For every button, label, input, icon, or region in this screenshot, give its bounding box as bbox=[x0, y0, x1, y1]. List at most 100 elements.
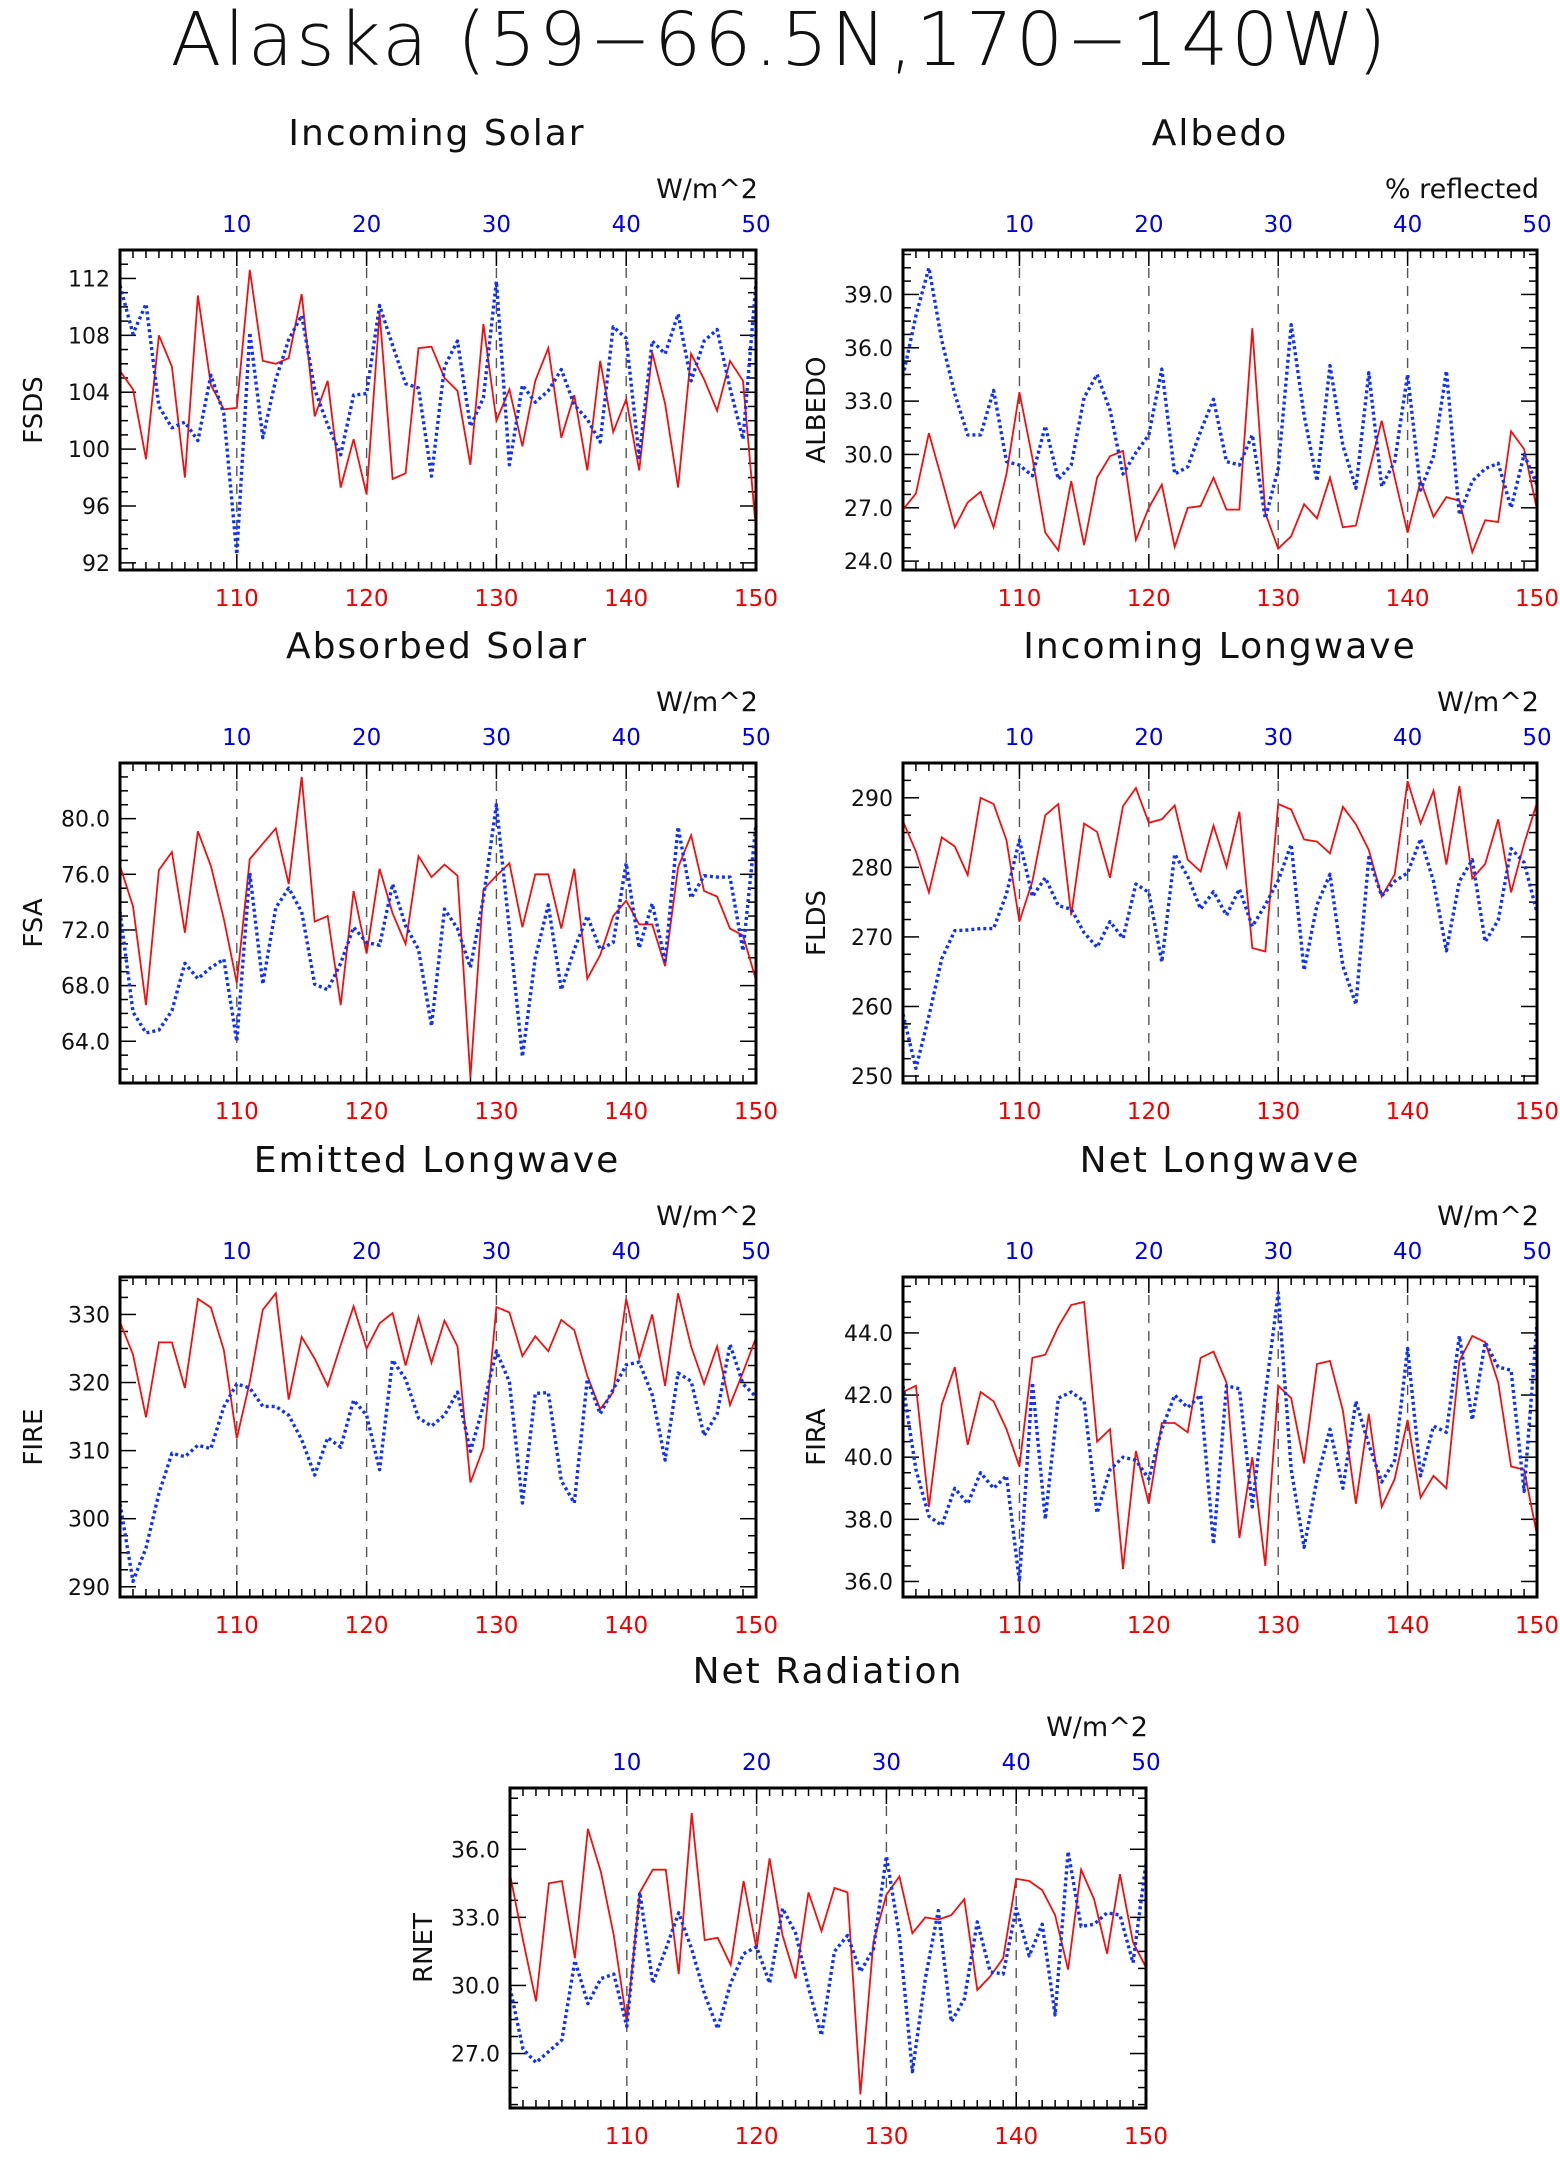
series-line-blue-dotted bbox=[508, 1849, 1148, 2074]
x-top-tick-label: 40 bbox=[1002, 1750, 1031, 1776]
y-tick-label: 310 bbox=[68, 1440, 110, 1465]
chart-title: Absorbed Solar bbox=[286, 626, 588, 667]
x-bottom-tick-label: 150 bbox=[734, 586, 778, 612]
x-bottom-tick-label: 120 bbox=[1127, 586, 1171, 612]
x-bottom-tick-label: 140 bbox=[1386, 1613, 1430, 1639]
x-top-tick-label: 10 bbox=[612, 1750, 641, 1776]
y-tick-label: 96 bbox=[82, 495, 110, 520]
x-top-tick-label: 40 bbox=[612, 212, 641, 238]
plot-frame bbox=[508, 1786, 1148, 2110]
x-bottom-tick-label: 110 bbox=[997, 586, 1041, 612]
x-top-tick-label: 40 bbox=[1393, 725, 1422, 751]
y-tick-label: 100 bbox=[68, 438, 110, 463]
series-line-red-solid bbox=[902, 780, 1538, 953]
x-bottom-tick-label: 130 bbox=[1256, 1613, 1300, 1639]
y-tick-label: 290 bbox=[851, 787, 893, 812]
x-bottom-tick-label: 150 bbox=[734, 1099, 778, 1125]
page-title: Alaska (59−66.5N,170−140W) bbox=[170, 0, 1390, 83]
series-line-blue-dotted bbox=[901, 837, 1539, 1071]
x-top-tick-label: 50 bbox=[1522, 725, 1551, 751]
y-axis-label: ALBEDO bbox=[802, 356, 832, 463]
y-tick-label: 68.0 bbox=[61, 975, 110, 1000]
x-top-tick-label: 10 bbox=[1005, 1239, 1034, 1265]
plot-frame bbox=[901, 248, 1539, 572]
x-top-tick-label: 10 bbox=[222, 212, 251, 238]
y-tick-label: 30.0 bbox=[844, 443, 893, 468]
x-top-tick-label: 40 bbox=[1393, 212, 1422, 238]
y-tick-label: 72.0 bbox=[61, 919, 110, 944]
y-tick-label: 36.0 bbox=[844, 337, 893, 362]
x-bottom-tick-label: 130 bbox=[864, 2124, 908, 2150]
x-top-tick-label: 30 bbox=[482, 1239, 511, 1265]
unit-label: W/m^2 bbox=[1046, 1712, 1148, 1743]
y-tick-label: 330 bbox=[68, 1303, 110, 1328]
x-bottom-tick-label: 120 bbox=[735, 2124, 779, 2150]
plot-frame bbox=[901, 761, 1539, 1085]
x-bottom-tick-label: 140 bbox=[994, 2124, 1038, 2150]
x-top-tick-label: 50 bbox=[741, 212, 770, 238]
x-top-tick-label: 20 bbox=[1134, 1239, 1163, 1265]
x-top-tick-label: 10 bbox=[1005, 212, 1034, 238]
x-bottom-tick-label: 120 bbox=[345, 1099, 389, 1125]
x-top-tick-label: 50 bbox=[741, 1239, 770, 1265]
plot-frame bbox=[901, 1275, 1539, 1599]
x-top-tick-label: 30 bbox=[482, 725, 511, 751]
x-top-tick-label: 20 bbox=[742, 1750, 771, 1776]
y-tick-label: 30.0 bbox=[451, 1974, 500, 1999]
y-tick-label: 27.0 bbox=[844, 497, 893, 522]
unit-label: W/m^2 bbox=[656, 1201, 758, 1232]
x-bottom-tick-label: 110 bbox=[997, 1613, 1041, 1639]
x-bottom-tick-label: 130 bbox=[474, 1099, 518, 1125]
y-tick-label: 38.0 bbox=[844, 1508, 893, 1533]
chart-title: Net Radiation bbox=[693, 1651, 964, 1692]
x-top-tick-label: 10 bbox=[1005, 725, 1034, 751]
y-tick-label: 27.0 bbox=[451, 2043, 500, 2068]
y-axis-label: FSDS bbox=[19, 376, 49, 444]
unit-label: W/m^2 bbox=[656, 174, 758, 205]
chart-flds: Incoming Longwave W/m^2 250 260 270 280 290 FLD… bbox=[802, 626, 1559, 1125]
y-tick-label: 80.0 bbox=[61, 808, 110, 833]
chart-fira: Net Longwave W/m^2 36.0 38.0 40.0 42.0 44.0 FIR… bbox=[802, 1140, 1559, 1639]
y-tick-label: 39.0 bbox=[844, 283, 893, 308]
x-bottom-tick-label: 150 bbox=[1515, 1099, 1559, 1125]
y-axis-label: FSA bbox=[19, 898, 49, 947]
y-tick-label: 76.0 bbox=[61, 863, 110, 888]
unit-label: W/m^2 bbox=[1437, 687, 1539, 718]
x-bottom-tick-label: 150 bbox=[1124, 2124, 1168, 2150]
chart-rnet: Net Radiation W/m^2 27.0 30.0 33.0 36.0 RNET 11… bbox=[409, 1651, 1168, 2150]
x-bottom-tick-label: 130 bbox=[1256, 1099, 1300, 1125]
x-bottom-tick-label: 110 bbox=[997, 1099, 1041, 1125]
series-line-red-solid bbox=[902, 1300, 1538, 1570]
x-top-tick-label: 50 bbox=[741, 725, 770, 751]
y-tick-label: 24.0 bbox=[844, 550, 893, 575]
x-top-tick-label: 10 bbox=[222, 1239, 251, 1265]
x-bottom-tick-label: 140 bbox=[604, 1099, 648, 1125]
y-tick-label: 260 bbox=[851, 995, 893, 1020]
x-top-tick-label: 20 bbox=[1134, 725, 1163, 751]
x-bottom-tick-label: 110 bbox=[215, 1613, 259, 1639]
x-top-tick-label: 50 bbox=[1522, 212, 1551, 238]
y-tick-label: 270 bbox=[851, 926, 893, 951]
chart-fsds: Incoming Solar W/m^2 92 96 100 104 108 112 FSDS 1… bbox=[19, 113, 778, 612]
x-bottom-tick-label: 110 bbox=[605, 2124, 649, 2150]
series-line-blue-dotted bbox=[118, 803, 758, 1059]
chart-title: Emitted Longwave bbox=[254, 1140, 621, 1181]
y-tick-label: 42.0 bbox=[844, 1384, 893, 1409]
x-bottom-tick-label: 120 bbox=[1127, 1099, 1171, 1125]
chart-title: Net Longwave bbox=[1080, 1140, 1361, 1181]
y-axis-label: FIRA bbox=[802, 1408, 832, 1466]
plot-frame bbox=[118, 761, 758, 1085]
y-tick-label: 36.0 bbox=[451, 1838, 500, 1863]
x-top-tick-label: 20 bbox=[352, 725, 381, 751]
series-line-blue-dotted bbox=[901, 1290, 1539, 1584]
y-tick-label: 112 bbox=[68, 267, 110, 292]
x-top-tick-label: 30 bbox=[482, 212, 511, 238]
chart-fsa: Absorbed Solar W/m^2 64.0 68.0 72.0 76.0 80.0 F… bbox=[19, 626, 778, 1125]
y-tick-label: 320 bbox=[68, 1372, 110, 1397]
x-top-tick-label: 20 bbox=[352, 1239, 381, 1265]
x-top-tick-label: 40 bbox=[612, 1239, 641, 1265]
series-line-red-solid bbox=[119, 269, 757, 531]
x-bottom-tick-label: 120 bbox=[345, 1613, 389, 1639]
y-tick-label: 250 bbox=[851, 1065, 893, 1090]
